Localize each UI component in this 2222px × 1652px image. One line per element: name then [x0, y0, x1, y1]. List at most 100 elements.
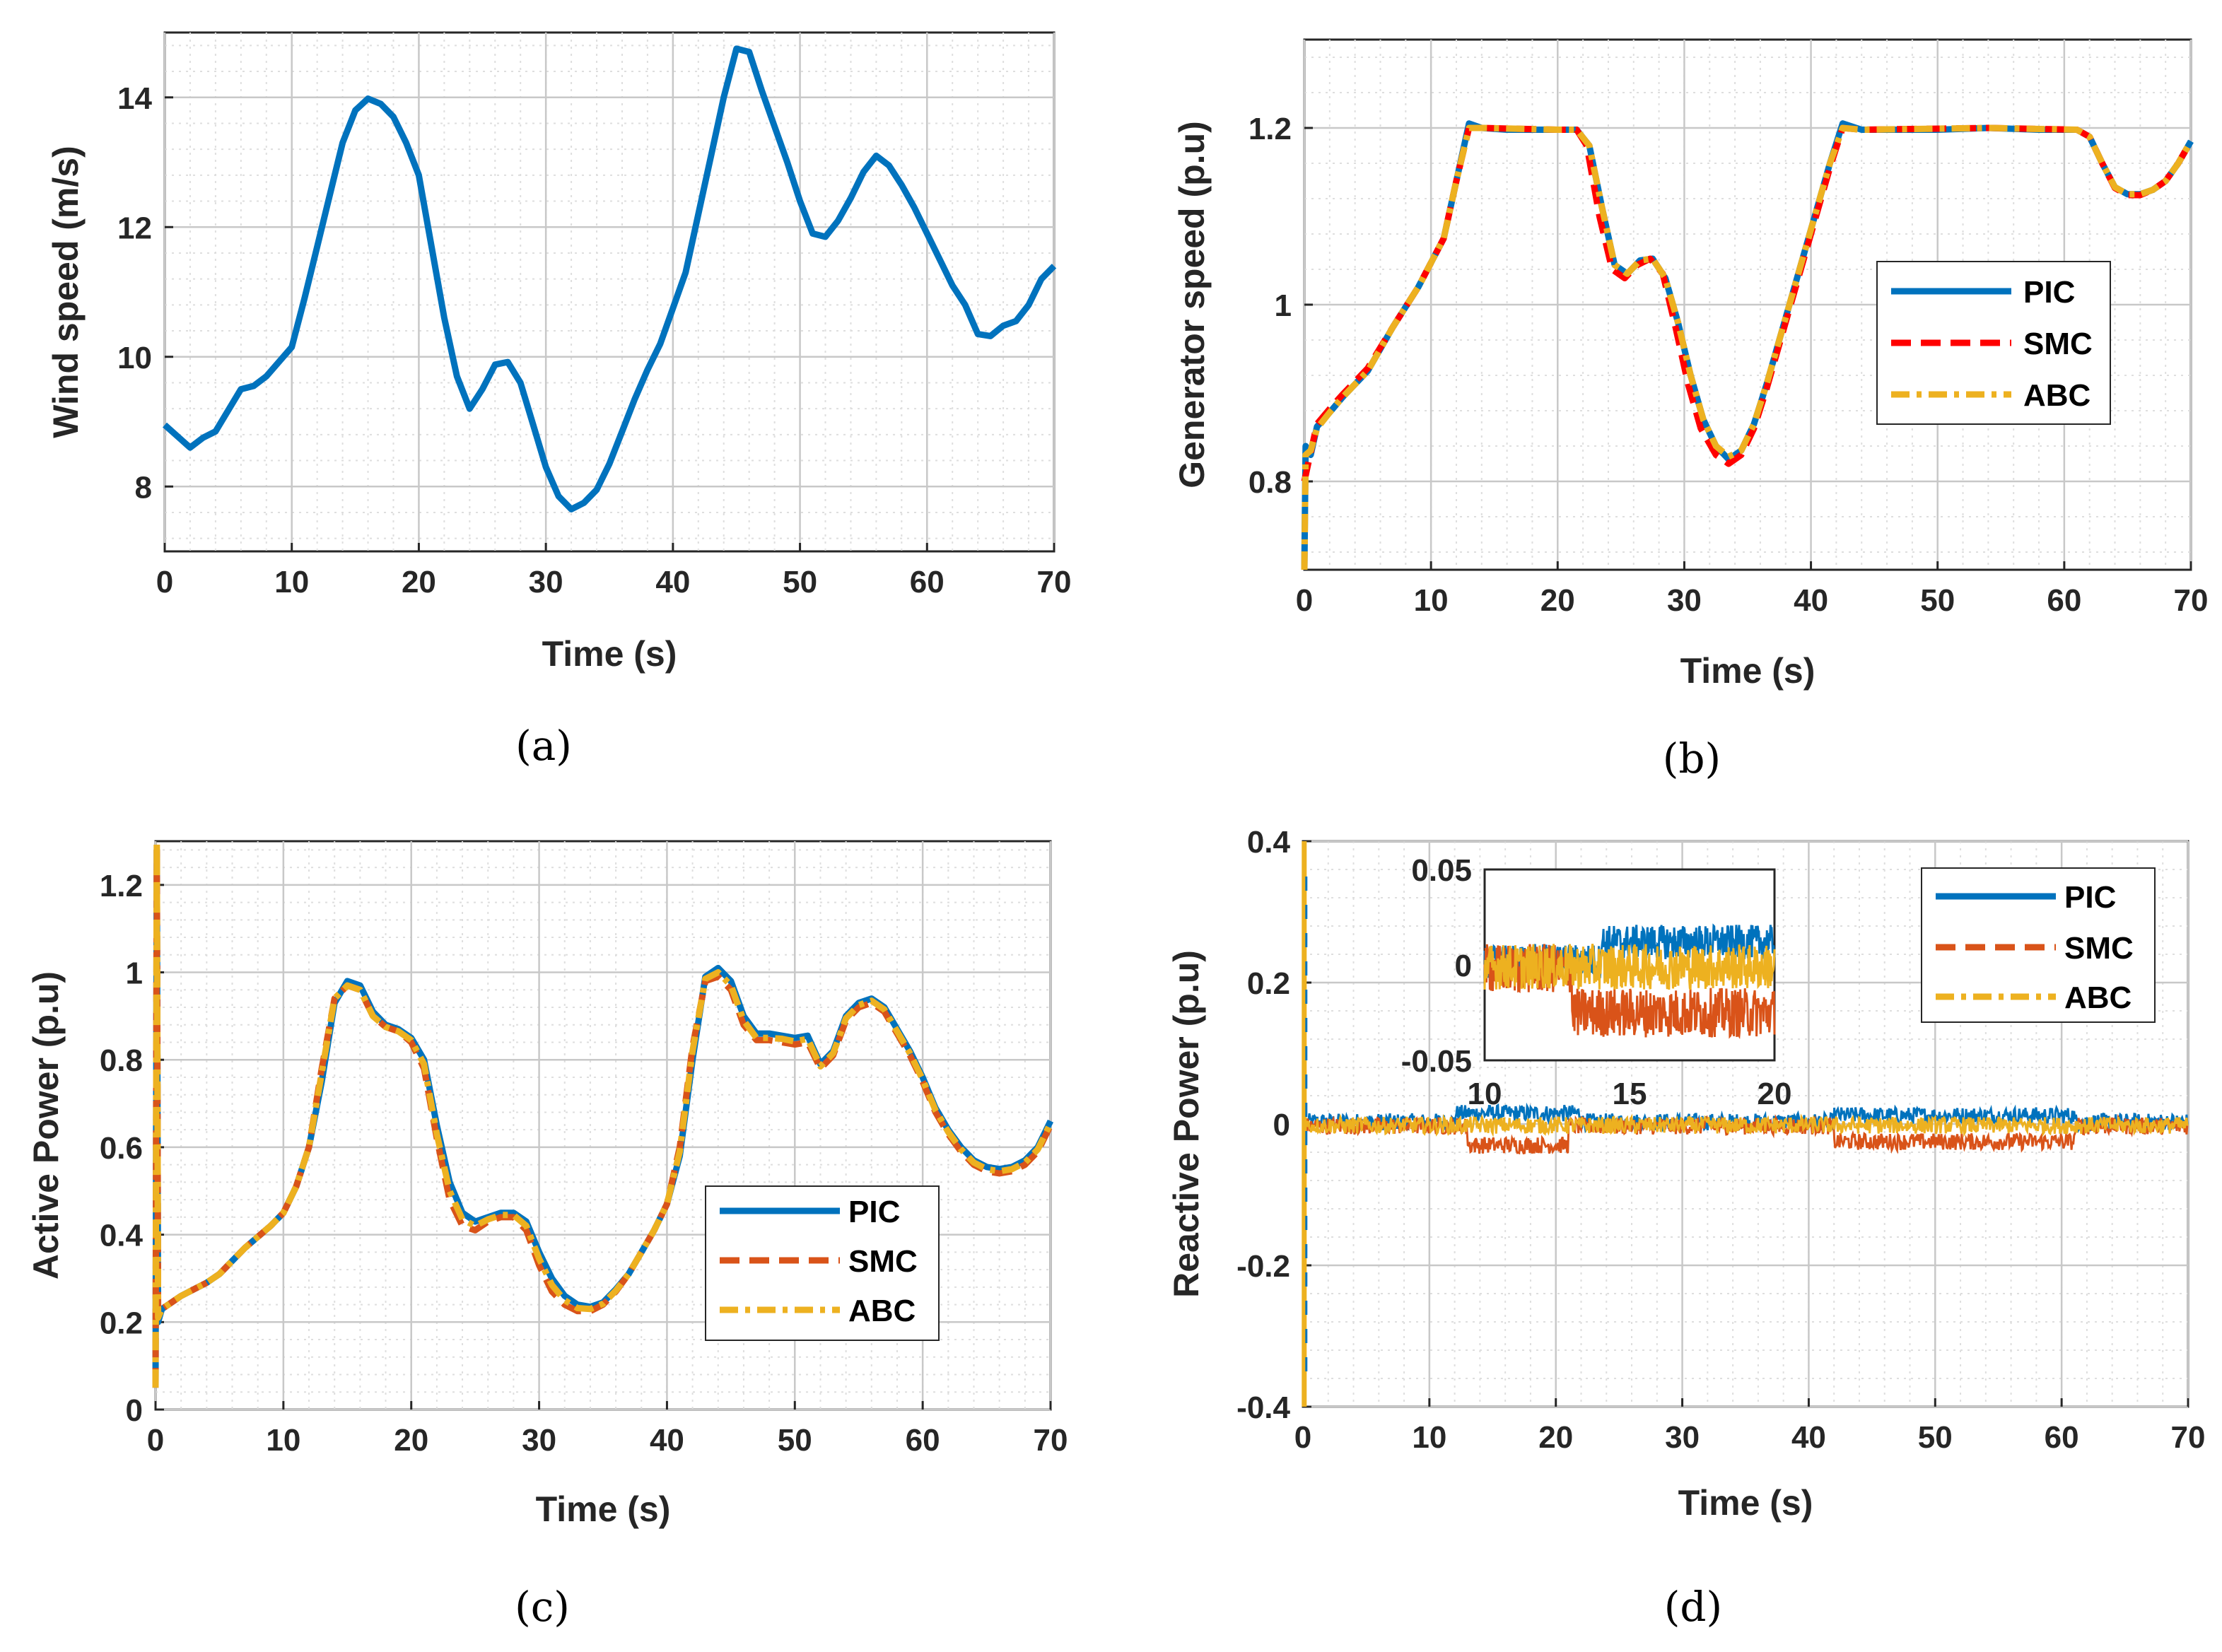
legend-c-pic-label: PIC [848, 1195, 900, 1229]
y-tick-label: 8 [135, 470, 152, 505]
x-tick-label: 20 [1540, 583, 1575, 618]
legend-d-abc-label: ABC [2064, 980, 2132, 1015]
axes-c-xlabel: Time (s) [536, 1489, 671, 1529]
axes-d-lines [1302, 841, 2189, 1407]
x-tick-label: 30 [1665, 1420, 1700, 1455]
x-tick-label: 0 [1294, 1420, 1311, 1455]
y-tick-label: -0.4 [1236, 1390, 1290, 1425]
legend-b: PIC SMC ABC [1876, 261, 2111, 425]
x-tick-label: 20 [394, 1423, 428, 1458]
y-tick-label: 1 [1275, 288, 1292, 323]
inset-y-tick-label: 0.05 [1411, 853, 1472, 888]
x-tick-label: 60 [2045, 1420, 2079, 1455]
legend-c: PIC SMC ABC [705, 1185, 940, 1341]
legend-d-pic-label: PIC [2064, 880, 2116, 915]
panel-b: 0 10 20 30 40 50 60 70 0.8 1 1.2 PIC SMC ABC Time … [1172, 38, 2209, 783]
legend-b-pic-label: PIC [2023, 275, 2075, 310]
x-tick-label: 10 [274, 565, 309, 599]
x-tick-label: 40 [1791, 1420, 1826, 1455]
inset-series-abc [1483, 944, 1776, 990]
y-tick-label: 0 [126, 1393, 143, 1428]
inset-d-lines [1483, 923, 1776, 1039]
legend-c-abc-label: ABC [848, 1294, 916, 1328]
x-tick-label: 50 [1918, 1420, 1953, 1455]
x-tick-label: 40 [1794, 583, 1828, 618]
axes-a-grid [163, 33, 1056, 551]
caption-b: (b) [1663, 734, 1721, 783]
y-tick-label: 1.2 [100, 869, 143, 903]
x-tick-label: 10 [1414, 583, 1449, 618]
x-tick-label: 50 [778, 1423, 812, 1458]
series-abc [1301, 124, 2194, 570]
axes-a-box [163, 31, 1056, 553]
x-tick-label: 70 [2171, 1420, 2206, 1455]
caption-c: (c) [515, 1583, 570, 1631]
y-tick-label: 1.2 [1249, 112, 1292, 146]
y-tick-label: 0.2 [100, 1306, 143, 1340]
x-tick-label: 30 [529, 565, 563, 599]
x-tick-label: 40 [655, 565, 690, 599]
axes-a-lines [163, 45, 1057, 512]
inset-y-tick-label: 0 [1455, 949, 1472, 983]
axes-c-ticks: 0 10 20 30 40 50 60 70 0 0.2 0.4 0.6 0.8 1 1.2 [100, 869, 1068, 1458]
axes-c-ylabel: Active Power (p.u) [26, 971, 66, 1279]
legend-c-smc-label: SMC [848, 1244, 918, 1279]
x-tick-label: 0 [156, 565, 173, 599]
caption-d: (d) [1664, 1583, 1722, 1631]
x-tick-label: 20 [1538, 1420, 1573, 1455]
axes-d-ticks: 0 10 20 30 40 50 60 70 -0.4 -0.2 0 0.2 0.4 [1236, 825, 2205, 1455]
y-tick-label: -0.2 [1236, 1249, 1290, 1284]
caption-a: (a) [515, 722, 572, 770]
y-tick-label: 12 [117, 211, 152, 245]
axes-b-xlabel: Time (s) [1680, 651, 1815, 691]
x-tick-label: 10 [266, 1423, 300, 1458]
axes-c-lines [152, 838, 1054, 1388]
inset-x-tick-label: 15 [1613, 1077, 1647, 1111]
inset-d: 10 15 20 -0.05 0 0.05 [1401, 853, 1792, 1111]
axes-a-ylabel: Wind speed (m/s) [46, 146, 86, 438]
x-tick-label: 50 [1920, 583, 1955, 618]
axes-b-ticks: 0 10 20 30 40 50 60 70 0.8 1 1.2 [1249, 112, 2209, 618]
y-tick-label: 0 [1273, 1108, 1290, 1142]
legend-d: PIC SMC ABC [1921, 867, 2156, 1023]
y-tick-label: 0.8 [1249, 465, 1292, 500]
series-abc [1305, 1113, 2189, 1138]
x-tick-label: 10 [1412, 1420, 1446, 1455]
inset-x-tick-label: 10 [1468, 1077, 1502, 1111]
x-tick-label: 30 [1667, 583, 1702, 618]
x-tick-label: 60 [910, 565, 945, 599]
legend-b-smc-label: SMC [2023, 327, 2093, 361]
y-tick-label: 10 [117, 341, 152, 375]
series-abc [152, 838, 1054, 1388]
axes-b-ylabel: Generator speed (p.u) [1172, 121, 1212, 488]
panel-a: 0 10 20 30 40 50 60 70 8 10 12 14 Time (s) Wind spe… [46, 31, 1071, 770]
x-tick-label: 30 [522, 1423, 556, 1458]
y-tick-label: 0.2 [1247, 966, 1290, 1001]
series-pic [1305, 1102, 2189, 1135]
series-wind-speed [163, 45, 1057, 512]
x-tick-label: 70 [2174, 583, 2209, 618]
x-tick-label: 0 [147, 1423, 164, 1458]
y-tick-label: 0.4 [100, 1219, 144, 1253]
axes-d-xlabel: Time (s) [1678, 1483, 1813, 1523]
x-tick-label: 0 [1296, 583, 1313, 618]
axes-a-xlabel: Time (s) [542, 634, 677, 674]
y-tick-label: 0.4 [1247, 825, 1291, 860]
inset-x-tick-label: 20 [1758, 1077, 1792, 1111]
x-tick-label: 20 [402, 565, 436, 599]
legend-b-abc-label: ABC [2023, 378, 2091, 413]
axes-b-lines [1301, 120, 2194, 570]
axes-d-ylabel: Reactive Power (p.u) [1166, 950, 1206, 1298]
panel-c: 0 10 20 30 40 50 60 70 0 0.2 0.4 0.6 0.8 1 1.2 PIC SMC… [26, 838, 1068, 1631]
x-tick-label: 60 [2047, 583, 2081, 618]
y-tick-label: 0.8 [100, 1043, 143, 1078]
y-tick-label: 14 [117, 81, 152, 116]
y-tick-label: 0.6 [100, 1131, 143, 1166]
axes-a-ticks: 0 10 20 30 40 50 60 70 8 10 12 14 [117, 81, 1071, 599]
inset-d-ticks: 10 15 20 -0.05 0 0.05 [1401, 853, 1792, 1111]
x-tick-label: 70 [1037, 565, 1072, 599]
panel-d: 0 10 20 30 40 50 60 70 -0.4 -0.2 0 0.2 0.4 10 15 20 -0.… [1166, 825, 2205, 1631]
series-smc [1301, 124, 2194, 482]
inset-y-tick-label: -0.05 [1401, 1044, 1472, 1079]
